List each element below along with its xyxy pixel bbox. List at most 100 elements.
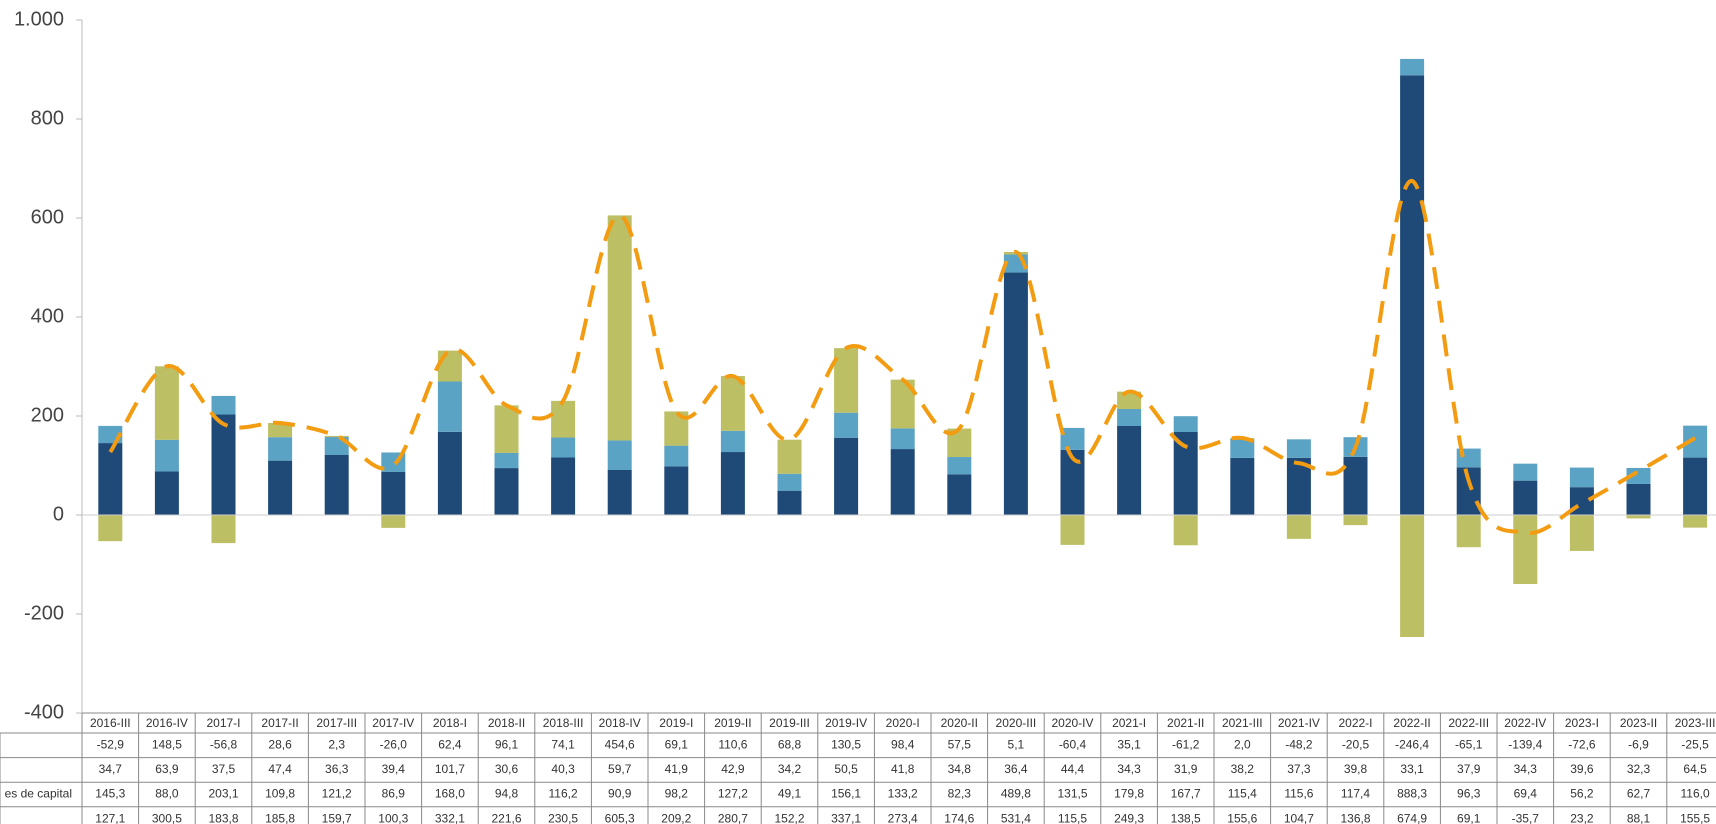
cell-value: -72,6 <box>1568 737 1596 751</box>
cell-value: 64,5 <box>1683 762 1707 776</box>
category-label: 2019-II <box>714 716 751 730</box>
cell-value: 74,1 <box>551 737 575 751</box>
cell-value: -61,2 <box>1172 737 1200 751</box>
category-label: 2016-III <box>90 716 131 730</box>
bar <box>1626 467 1651 484</box>
cell-value: 36,4 <box>1004 762 1028 776</box>
cell-value: 127,1 <box>95 811 125 824</box>
category-label: 2022-II <box>1393 716 1430 730</box>
bar <box>607 440 632 471</box>
cell-value: -56,8 <box>210 737 238 751</box>
cell-value: 115,4 <box>1228 787 1257 801</box>
cell-value: 489,8 <box>1001 787 1031 801</box>
cell-value: 167,7 <box>1171 787 1201 801</box>
bar <box>154 439 179 472</box>
y-tick-label: -400 <box>24 701 64 723</box>
bar <box>720 430 745 453</box>
cell-value: 138,5 <box>1171 811 1201 824</box>
bar <box>947 474 972 515</box>
bar <box>1513 463 1538 481</box>
bar <box>1569 515 1594 551</box>
cell-value: 69,4 <box>1514 787 1538 801</box>
cell-value: 63,9 <box>155 762 179 776</box>
category-label: 2019-I <box>659 716 693 730</box>
bar <box>720 376 745 431</box>
bar <box>947 457 972 475</box>
bar <box>551 457 576 515</box>
bar <box>437 431 462 515</box>
bar <box>664 466 689 515</box>
bar <box>437 381 462 432</box>
cell-value: 69,1 <box>1457 811 1481 824</box>
category-label: 2019-III <box>769 716 810 730</box>
cell-value: 31,9 <box>1174 762 1198 776</box>
category-label: 2017-III <box>316 716 357 730</box>
bar <box>1456 515 1481 548</box>
bar <box>211 414 236 515</box>
category-label: 2020-III <box>996 716 1037 730</box>
cell-value: 109,8 <box>265 787 295 801</box>
cell-value: -20,5 <box>1342 737 1370 751</box>
category-label: 2019-IV <box>825 716 867 730</box>
category-label: 2018-III <box>543 716 584 730</box>
bar <box>1286 515 1311 539</box>
bar <box>1117 409 1142 426</box>
cell-value: 42,9 <box>721 762 745 776</box>
cell-value: 230,5 <box>548 811 578 824</box>
cell-value: 130,5 <box>831 737 861 751</box>
cell-value: -35,7 <box>1512 811 1540 824</box>
bar <box>211 395 236 415</box>
bar <box>381 515 406 528</box>
bar <box>1626 483 1651 515</box>
bar <box>268 460 293 515</box>
bar <box>494 452 519 469</box>
category-label: 2017-II <box>261 716 298 730</box>
cell-value: 168,0 <box>435 787 465 801</box>
cell-value: 101,7 <box>435 762 465 776</box>
cell-value: 332,1 <box>435 811 465 824</box>
bar <box>211 515 236 544</box>
cell-value: -25,5 <box>1681 737 1709 751</box>
cell-value: 221,6 <box>491 811 521 824</box>
bar <box>664 445 689 467</box>
cell-value: 32,3 <box>1627 762 1651 776</box>
cell-value: 203,1 <box>208 787 238 801</box>
total-line <box>108 178 1697 536</box>
cell-value: -48,2 <box>1285 737 1313 751</box>
cell-value: 98,2 <box>665 787 689 801</box>
bar <box>494 468 519 515</box>
bar <box>1060 515 1085 545</box>
category-label: 2020-II <box>941 716 978 730</box>
bar <box>551 437 576 458</box>
cell-value: 104,7 <box>1284 811 1314 824</box>
category-label: 2020-IV <box>1051 716 1093 730</box>
cell-value: 174,6 <box>944 811 974 824</box>
cell-value: 34,3 <box>1514 762 1538 776</box>
category-label: 2023-II <box>1620 716 1657 730</box>
bar <box>1230 438 1255 458</box>
cell-value: 249,3 <box>1114 811 1144 824</box>
cell-value: 34,3 <box>1117 762 1141 776</box>
bar <box>98 443 123 515</box>
bar <box>1173 416 1198 432</box>
category-label: 2018-IV <box>599 716 641 730</box>
cell-value: 50,5 <box>834 762 858 776</box>
bar <box>494 405 519 453</box>
cell-value: 49,1 <box>778 787 802 801</box>
cell-value: 454,6 <box>605 737 635 751</box>
cell-value: 88,1 <box>1627 811 1651 824</box>
bar <box>154 471 179 515</box>
bar <box>268 437 293 461</box>
bar <box>324 455 349 515</box>
cell-value: -60,4 <box>1059 737 1087 751</box>
cell-value: 156,1 <box>831 787 861 801</box>
bar <box>890 449 915 515</box>
cell-value: 57,5 <box>948 737 972 751</box>
cell-value: 68,8 <box>778 737 802 751</box>
bar <box>1117 391 1142 410</box>
cell-value: 39,6 <box>1570 762 1594 776</box>
cell-value: 59,7 <box>608 762 632 776</box>
y-tick-label: 600 <box>31 206 64 228</box>
cell-value: 145,3 <box>95 787 125 801</box>
